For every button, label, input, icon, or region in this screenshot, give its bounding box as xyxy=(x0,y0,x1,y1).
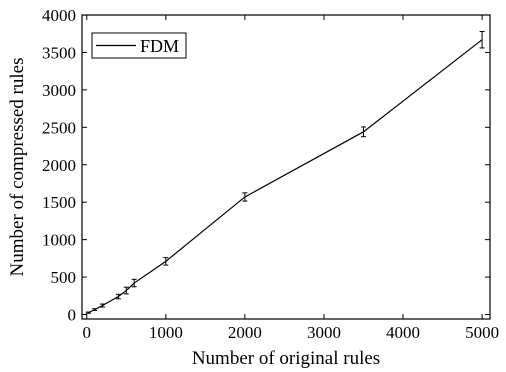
x-axis-title: Number of original rules xyxy=(192,348,380,369)
y-axis-title: Number of compressed rules xyxy=(7,58,28,277)
y-tick-label: 2000 xyxy=(42,156,76,175)
error-bar xyxy=(479,30,485,49)
error-bar xyxy=(115,293,121,300)
y-tick-label: 1500 xyxy=(42,193,76,212)
series-layer xyxy=(85,30,485,314)
y-tick-label: 3500 xyxy=(42,43,76,62)
y-tick-label: 0 xyxy=(68,306,77,325)
error-bar xyxy=(85,311,91,314)
plot-frame xyxy=(81,14,491,320)
y-tick-label: 1000 xyxy=(42,231,76,250)
y-tick-label: 500 xyxy=(51,268,77,287)
x-tick-label: 2000 xyxy=(228,323,262,342)
legend-label-fdm: FDM xyxy=(140,36,179,56)
series-line-fdm xyxy=(88,39,483,314)
y-tick-label: 3000 xyxy=(42,81,76,100)
x-tick-label: 4000 xyxy=(386,323,420,342)
error-bar xyxy=(92,308,98,312)
legend: FDM xyxy=(91,32,187,59)
x-tick-label: 3000 xyxy=(307,323,341,342)
axis-ticks: 0 1000 2000 3000 4000 5000 0 500 1000 1500 2000 250… xyxy=(42,6,499,342)
x-tick-label: 0 xyxy=(82,323,91,342)
error-bar xyxy=(242,192,248,202)
x-tick-label: 1000 xyxy=(149,323,183,342)
error-bar xyxy=(123,286,129,295)
error-bar xyxy=(100,303,106,308)
y-tick-label: 4000 xyxy=(42,6,76,25)
error-bar xyxy=(360,126,366,138)
y-tick-label: 2500 xyxy=(42,118,76,137)
error-bar xyxy=(163,257,169,266)
error-bar xyxy=(131,278,137,288)
x-tick-label: 5000 xyxy=(465,323,499,342)
